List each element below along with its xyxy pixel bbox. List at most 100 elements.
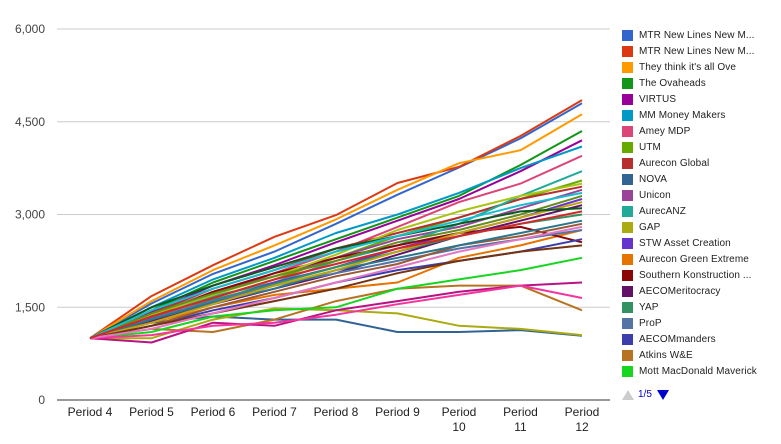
legend-swatch-icon <box>622 269 633 281</box>
legend-item[interactable]: Atkins W&E <box>622 347 781 363</box>
legend-item[interactable]: YAP <box>622 299 781 315</box>
series-line[interactable] <box>89 99 583 340</box>
next-page-arrow-icon[interactable] <box>656 389 669 400</box>
legend-label: MTR New Lines New M... <box>639 29 755 41</box>
legend-label: The Ovaheads <box>639 77 706 89</box>
legend-item[interactable]: MTR New Lines New M... <box>622 27 781 43</box>
legend-item[interactable]: Amey MDP <box>622 123 781 139</box>
legend-swatch-icon <box>622 205 633 217</box>
series-line[interactable] <box>89 207 583 340</box>
series-line[interactable] <box>89 284 583 340</box>
y-tick-label: 3,000 <box>15 208 45 222</box>
legend-swatch-icon <box>622 221 633 233</box>
legend-swatch-icon <box>622 237 633 249</box>
legend-page-indicator: 1/5 <box>638 389 652 400</box>
legend-label: MM Money Makers <box>639 109 726 121</box>
legend-label: Aurecon Global <box>639 157 710 169</box>
legend-swatch-icon <box>622 349 633 361</box>
legend-label: UTM <box>639 141 661 153</box>
previous-page-arrow-icon[interactable] <box>622 389 634 400</box>
gridlines <box>57 28 610 401</box>
legend-swatch-icon <box>622 317 633 329</box>
legend-item[interactable]: NOVA <box>622 171 781 187</box>
x-tick-label: Period 12 <box>565 405 600 434</box>
legend-item[interactable]: ProP <box>622 315 781 331</box>
series-line[interactable] <box>89 182 583 340</box>
x-tick-label: Period 4 <box>68 405 113 419</box>
series-line[interactable] <box>89 102 583 340</box>
legend-label: STW Asset Creation <box>639 237 731 249</box>
y-axis: 0 1,500 3,000 4,500 6,000 <box>15 22 45 407</box>
y-tick-label: 0 <box>38 393 45 407</box>
legend-swatch-icon <box>622 29 633 41</box>
legend-item[interactable]: MTR New Lines New M... <box>622 43 781 59</box>
legend-item[interactable]: UTM <box>622 139 781 155</box>
x-tick-label: Period 6 <box>191 405 236 419</box>
series-line[interactable] <box>89 145 583 340</box>
legend-swatch-icon <box>622 157 633 169</box>
series-line[interactable] <box>89 225 583 340</box>
legend-label: Mott MacDonald Maverick <box>639 365 757 377</box>
legend-label: AurecANZ <box>639 205 686 217</box>
legend-label: GAP <box>639 221 661 233</box>
legend-item[interactable]: The Ovaheads <box>622 75 781 91</box>
legend-item[interactable]: GAP <box>622 219 781 235</box>
legend-label: MTR New Lines New M... <box>639 45 755 57</box>
series-line[interactable] <box>89 201 583 340</box>
legend-swatch-icon <box>622 109 633 121</box>
legend-item[interactable]: AurecANZ <box>622 203 781 219</box>
x-tick-label: Period 8 <box>314 405 359 419</box>
x-tick-label: Period 7 <box>252 405 297 419</box>
legend-item[interactable]: MM Money Makers <box>622 107 781 123</box>
series-line[interactable] <box>89 194 583 340</box>
legend-item[interactable]: AECOMmanders <box>622 331 781 347</box>
legend-label: AECOMeritocracy <box>639 285 721 297</box>
legend-swatch-icon <box>622 365 633 377</box>
series-line[interactable] <box>89 229 583 340</box>
legend-item[interactable]: Southern Konstruction ... <box>622 267 781 283</box>
legend: MTR New Lines New M... MTR New Lines New … <box>622 27 781 379</box>
legend-label: Amey MDP <box>639 125 691 137</box>
x-tick-label: Period 10 <box>442 405 477 434</box>
legend-swatch-icon <box>622 333 633 345</box>
legend-item[interactable]: VIRTUS <box>622 91 781 107</box>
y-tick-label: 4,500 <box>15 115 45 129</box>
x-tick-label: Period 9 <box>375 405 420 419</box>
legend-label: ProP <box>639 317 662 329</box>
legend-label: Southern Konstruction ... <box>639 269 752 281</box>
series-lines <box>89 99 583 344</box>
legend-item[interactable]: Unicon <box>622 187 781 203</box>
x-tick-label: Period 5 <box>129 405 174 419</box>
series-line[interactable] <box>89 281 583 344</box>
legend-label: They think it's all Ove <box>639 61 737 73</box>
legend-swatch-icon <box>622 189 633 201</box>
legend-label: AECOMmanders <box>639 333 716 345</box>
legend-item[interactable]: They think it's all Ove <box>622 59 781 75</box>
legend-label: Atkins W&E <box>639 349 693 361</box>
series-line[interactable] <box>89 222 583 340</box>
series-line[interactable] <box>89 284 583 340</box>
legend-swatch-icon <box>622 253 633 265</box>
legend-item[interactable]: Aurecon Green Extreme <box>622 251 781 267</box>
legend-swatch-icon <box>622 93 633 105</box>
series-line[interactable] <box>89 244 583 340</box>
legend-swatch-icon <box>622 45 633 57</box>
legend-swatch-icon <box>622 173 633 185</box>
legend-label: YAP <box>639 301 659 313</box>
y-tick-label: 6,000 <box>15 22 45 36</box>
legend-item[interactable]: Mott MacDonald Maverick <box>622 363 781 379</box>
legend-item[interactable]: Aurecon Global <box>622 155 781 171</box>
legend-item[interactable]: STW Asset Creation <box>622 235 781 251</box>
legend-pager: 1/5 <box>622 389 669 400</box>
series-line[interactable] <box>89 256 583 340</box>
legend-item[interactable]: AECOMeritocracy <box>622 283 781 299</box>
legend-swatch-icon <box>622 125 633 137</box>
series-line[interactable] <box>89 191 583 340</box>
x-tick-label: Period 11 <box>503 405 538 434</box>
series-line[interactable] <box>89 113 583 340</box>
series-line[interactable] <box>89 210 583 340</box>
legend-swatch-icon <box>622 77 633 89</box>
legend-swatch-icon <box>622 285 633 297</box>
legend-swatch-icon <box>622 141 633 153</box>
